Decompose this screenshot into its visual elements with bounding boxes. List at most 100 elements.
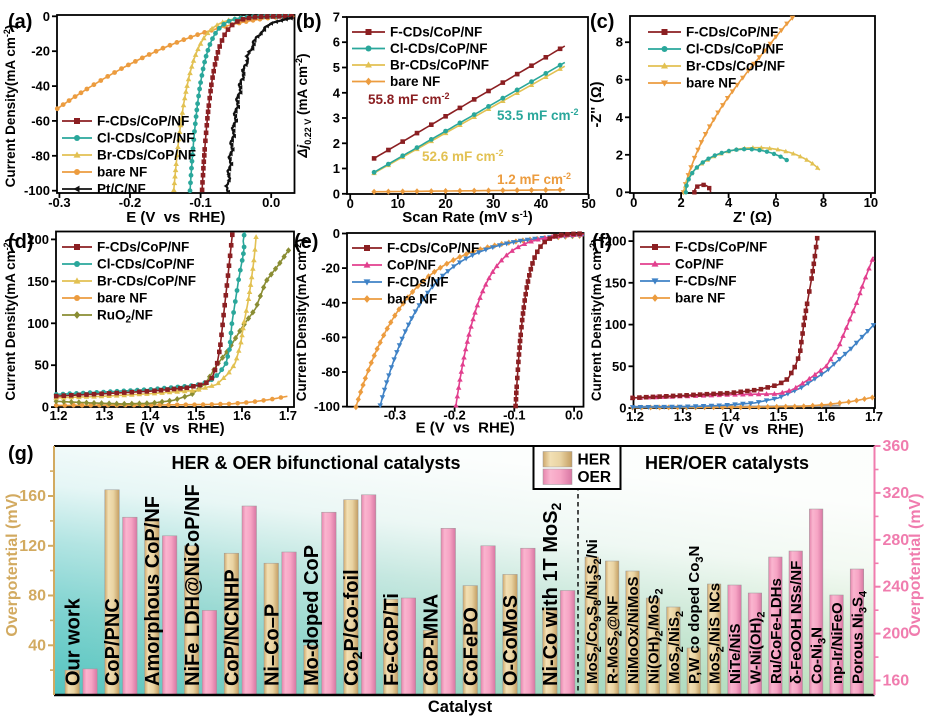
svg-text:50: 50 <box>35 358 49 373</box>
svg-text:bare NF: bare NF <box>675 291 725 306</box>
svg-text:2: 2 <box>616 147 623 162</box>
svg-text:NiMoOx/NiMoS: NiMoOx/NiMoS <box>625 577 642 685</box>
svg-text:-0.2: -0.2 <box>119 195 141 210</box>
svg-text:200: 200 <box>883 626 910 643</box>
svg-text:200: 200 <box>605 234 627 249</box>
svg-text:-0.1: -0.1 <box>503 408 525 423</box>
svg-text:NiFe LDH@NiCoP/NF: NiFe LDH@NiCoP/NF <box>182 484 204 686</box>
svg-text:150: 150 <box>605 275 627 290</box>
svg-text:50: 50 <box>581 196 595 211</box>
svg-text:30: 30 <box>486 196 500 211</box>
svg-text:1.7: 1.7 <box>865 409 883 424</box>
svg-text:20: 20 <box>438 196 452 211</box>
svg-text:40: 40 <box>534 196 548 211</box>
svg-text:F-CDs/CoP/NF: F-CDs/CoP/NF <box>387 241 479 256</box>
svg-text:-60: -60 <box>321 330 340 345</box>
svg-text:1.2: 1.2 <box>626 409 644 424</box>
svg-text:bare NF: bare NF <box>390 74 440 89</box>
svg-text:0: 0 <box>347 196 354 211</box>
svg-text:(f): (f) <box>592 231 612 253</box>
svg-text:Cl-CDs/CoP/NF: Cl-CDs/CoP/NF <box>390 41 488 56</box>
svg-text:280: 280 <box>883 532 910 549</box>
svg-text:-80: -80 <box>31 148 50 163</box>
svg-text:160: 160 <box>19 488 46 505</box>
svg-text:bare NF: bare NF <box>97 291 147 306</box>
svg-text:160: 160 <box>883 673 910 690</box>
svg-text:0: 0 <box>43 9 50 24</box>
svg-text:320: 320 <box>883 485 910 502</box>
svg-text:0: 0 <box>616 185 623 200</box>
svg-text:150: 150 <box>27 274 49 289</box>
svg-text:200: 200 <box>27 232 49 247</box>
svg-text:0: 0 <box>619 401 626 416</box>
svg-text:1.5: 1.5 <box>187 408 205 423</box>
svg-text:-40: -40 <box>321 295 340 310</box>
svg-text:52.6 mF cm-2: 52.6 mF cm-2 <box>422 148 504 164</box>
svg-text:2: 2 <box>677 195 684 210</box>
svg-text:5: 5 <box>333 60 340 75</box>
svg-text:Catalyst: Catalyst <box>428 698 493 716</box>
svg-text:Cl-CDs/CoP/NF: Cl-CDs/CoP/NF <box>97 257 195 272</box>
svg-text:0.0: 0.0 <box>565 408 583 423</box>
svg-text:Co2​P/Co-foil: Co2​P/Co-foil <box>341 569 365 686</box>
svg-text:np-Ir/NiFeO: np-Ir/NiFeO <box>829 602 846 684</box>
svg-text:MoS2​/Co9​S8​/Ni3​S2​/Ni: MoS2​/Co9​S8​/Ni3​S2​/Ni <box>584 539 604 684</box>
svg-text:Current Density(mA cm-2): Current Density(mA cm-2) <box>588 238 604 401</box>
svg-text:80: 80 <box>28 588 46 605</box>
svg-text:Br-CDs/CoP/NF: Br-CDs/CoP/NF <box>97 148 196 163</box>
svg-text:1.7: 1.7 <box>279 408 297 423</box>
svg-text:3: 3 <box>333 111 340 126</box>
svg-text:-0.3: -0.3 <box>384 408 406 423</box>
svg-text:0: 0 <box>42 400 49 415</box>
svg-text:CoP/NCNHP: CoP/NCNHP <box>222 569 244 686</box>
svg-text:Our work: Our work <box>63 597 85 686</box>
svg-text:1.6: 1.6 <box>233 408 251 423</box>
svg-text:E (V vs RHE): E (V vs RHE) <box>705 421 804 438</box>
svg-text:bare NF: bare NF <box>686 76 736 91</box>
svg-text:-100: -100 <box>24 183 50 198</box>
svg-text:HER: HER <box>578 452 611 469</box>
svg-text:(e): (e) <box>294 231 318 253</box>
svg-text:1.5: 1.5 <box>769 409 787 424</box>
svg-text:1.3: 1.3 <box>674 409 692 424</box>
svg-text:Br-CDs/CoP/NF: Br-CDs/CoP/NF <box>390 58 489 73</box>
svg-text:4: 4 <box>725 195 733 210</box>
svg-text:40: 40 <box>28 637 46 654</box>
svg-text:(a): (a) <box>8 11 32 33</box>
svg-text:Porous Ni3​S4​: Porous Ni3​S4​ <box>849 590 869 684</box>
svg-text:F-CDs/NF: F-CDs/NF <box>675 274 737 289</box>
svg-text:-0.1: -0.1 <box>189 195 211 210</box>
svg-text:Ru/CoFe-LDHs: Ru/CoFe-LDHs <box>768 578 785 684</box>
svg-text:Overpotential (mV): Overpotential (mV) <box>4 493 21 636</box>
svg-text:Co-Ni3​N: Co-Ni3​N <box>809 627 829 684</box>
svg-text:Current Density(mA cm-2): Current Density(mA cm-2) <box>2 238 18 401</box>
svg-text:-Z'' (Ω): -Z'' (Ω) <box>589 81 605 127</box>
svg-text:1.2 mF cm-2: 1.2 mF cm-2 <box>497 171 571 187</box>
svg-text:CoP/NF: CoP/NF <box>387 258 436 273</box>
svg-text:Current Density(mA cm-2): Current Density(mA cm-2) <box>2 25 18 188</box>
svg-text:W-Ni(OH)2​: W-Ni(OH)2​ <box>747 612 767 684</box>
svg-text:CoFePO: CoFePO <box>460 607 482 686</box>
svg-text:F-CDs/CoP/NF: F-CDs/CoP/NF <box>686 25 778 40</box>
svg-text:10: 10 <box>864 195 878 210</box>
svg-text:(g): (g) <box>8 443 34 465</box>
svg-text:8: 8 <box>616 35 623 50</box>
svg-text:F-CDs/CoP/NF: F-CDs/CoP/NF <box>97 240 189 255</box>
svg-text:O-CoMoS: O-CoMoS <box>500 595 522 686</box>
svg-text:CoP/PNC: CoP/PNC <box>102 598 124 686</box>
svg-text:HER/OER catalysts: HER/OER catalysts <box>645 453 809 473</box>
svg-text:bare NF: bare NF <box>387 292 437 307</box>
svg-text:53.5 mF cm-2: 53.5 mF cm-2 <box>497 107 579 123</box>
svg-text:E (V vs RHE): E (V vs RHE) <box>126 209 225 226</box>
svg-text:-20: -20 <box>321 261 340 276</box>
svg-text:NiTe/NiS: NiTe/NiS <box>727 623 744 684</box>
svg-text:Ni–Co–P: Ni–Co–P <box>261 604 283 686</box>
svg-text:2: 2 <box>333 136 340 151</box>
svg-text:1.6: 1.6 <box>817 409 835 424</box>
svg-text:Z' (Ω): Z' (Ω) <box>733 209 772 226</box>
svg-text:Overpotential (mV): Overpotential (mV) <box>907 493 924 636</box>
svg-text:0: 0 <box>333 226 340 241</box>
svg-text:0.0: 0.0 <box>262 195 280 210</box>
svg-text:MoS2​/NiS2​: MoS2​/NiS2​ <box>666 611 686 684</box>
svg-text:E (V vs RHE): E (V vs RHE) <box>416 420 515 437</box>
